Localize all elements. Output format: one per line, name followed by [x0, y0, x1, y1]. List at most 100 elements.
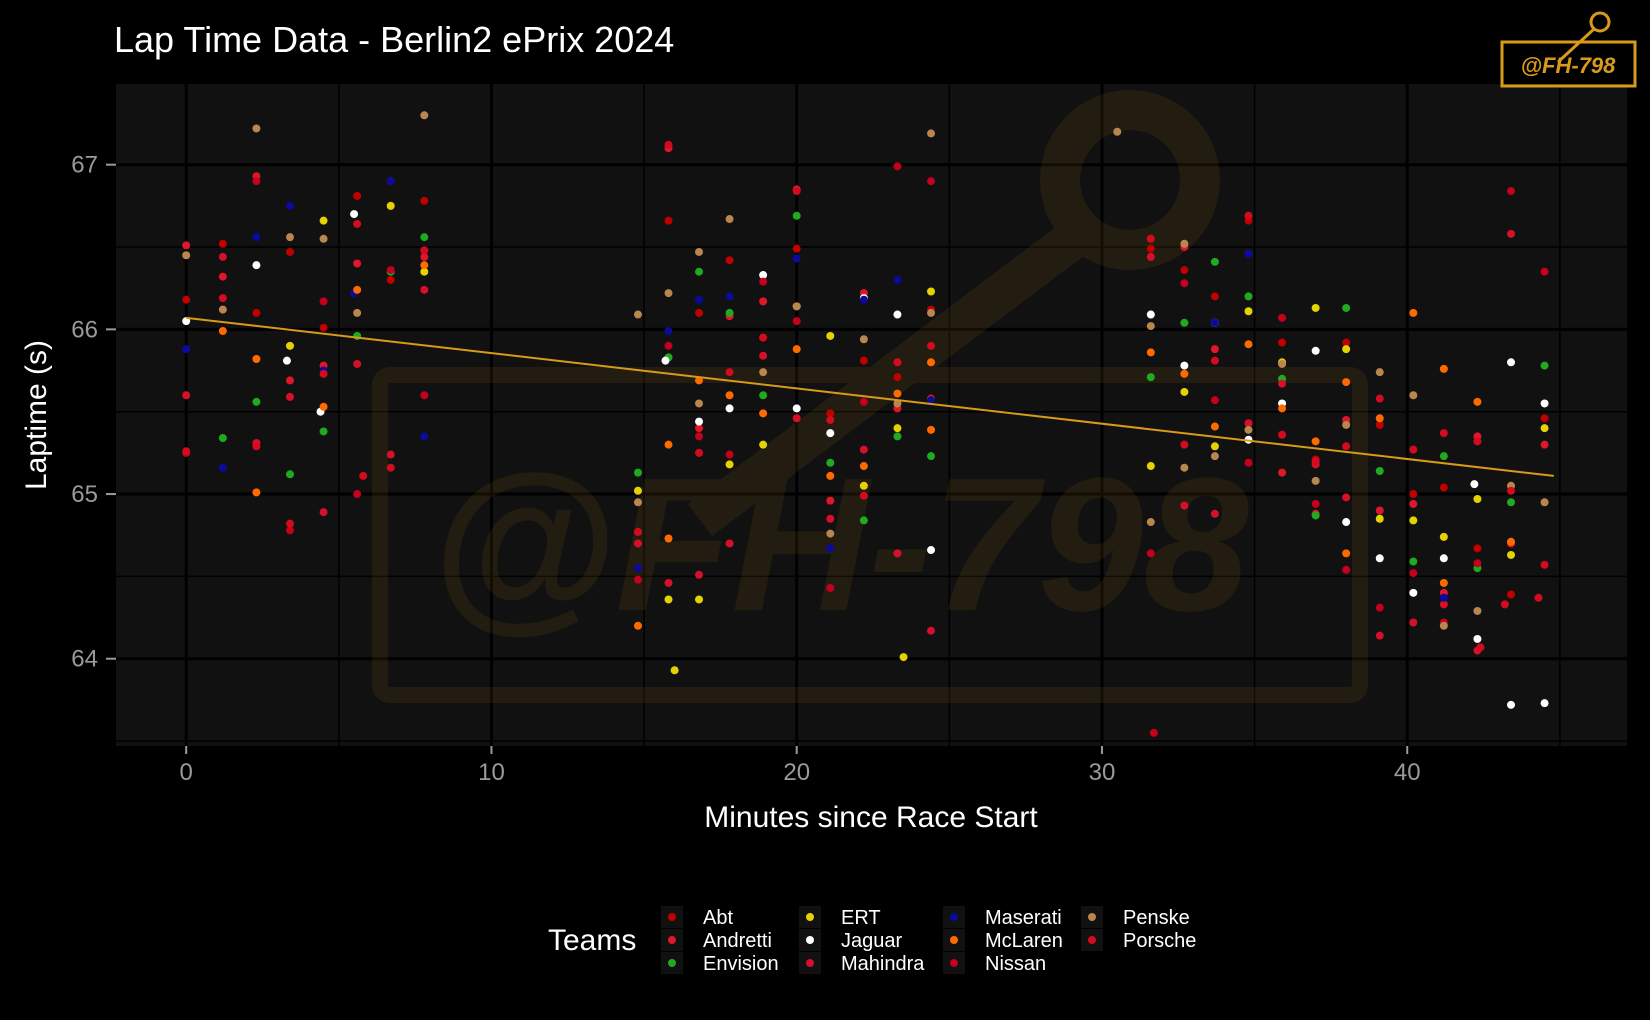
data-point-penske [1540, 498, 1549, 507]
data-point-envision [1311, 511, 1320, 520]
data-point-penske [826, 529, 835, 538]
data-point-abt [386, 275, 395, 284]
legend-item-penske: Penske [1081, 906, 1190, 929]
data-point-andretti [1210, 345, 1219, 354]
data-point-ert [1210, 442, 1219, 451]
legend-label: McLaren [985, 930, 1063, 952]
data-point-mclaren [1409, 308, 1418, 317]
data-point-porsche [1146, 234, 1155, 243]
data-point-mclaren [927, 425, 936, 434]
data-points [182, 111, 1549, 737]
data-point-envision [420, 233, 429, 242]
data-point-porsche [1534, 593, 1543, 602]
data-point-penske [1278, 359, 1287, 368]
legend-item-mclaren: McLaren [943, 929, 1063, 952]
data-point-ert [927, 287, 936, 296]
data-point-mclaren [1146, 348, 1155, 357]
data-point-mahindra [826, 514, 835, 523]
data-point-andretti [1540, 440, 1549, 449]
data-point-ert [1375, 514, 1384, 523]
legend-label: Andretti [703, 930, 772, 952]
data-point-envision [826, 458, 835, 467]
data-point-abt [1473, 544, 1482, 553]
data-point-maserati [1244, 249, 1253, 258]
data-point-mclaren [1375, 414, 1384, 423]
data-point-nissan [725, 450, 734, 459]
data-point-mahindra [725, 539, 734, 548]
data-point-mclaren [1342, 549, 1351, 558]
trend-line [186, 316, 1554, 477]
data-point-jaguar [661, 356, 670, 365]
data-point-andretti [759, 297, 768, 306]
logo-text: @FH-798 [1521, 53, 1617, 78]
data-point-nissan [1311, 499, 1320, 508]
data-point-ert [1342, 345, 1351, 354]
data-point-envision [1439, 452, 1448, 461]
data-point-porsche [359, 471, 368, 480]
data-point-penske [285, 233, 294, 242]
data-point-penske [695, 399, 704, 408]
data-point-jaguar [1470, 480, 1479, 489]
data-point-ert [1540, 424, 1549, 433]
legend-item-porsche: Porsche [1081, 929, 1196, 952]
data-point-maserati [252, 233, 261, 242]
data-point-andretti [826, 496, 835, 505]
legend-label: Nissan [985, 953, 1046, 975]
data-point-abt [695, 308, 704, 317]
data-point-porsche [664, 140, 673, 149]
data-point-nissan [1244, 458, 1253, 467]
data-point-jaguar [1473, 634, 1482, 643]
data-point-abt [1507, 590, 1516, 599]
y-tick-label: 67 [71, 152, 98, 179]
legend-label: Jaguar [841, 930, 902, 952]
data-point-mahindra [1244, 419, 1253, 428]
data-point-penske [664, 289, 673, 298]
data-point-ert [1311, 303, 1320, 312]
data-point-andretti [420, 252, 429, 261]
data-point-penske [725, 215, 734, 224]
data-point-porsche [1500, 600, 1509, 609]
data-point-ert [633, 486, 642, 495]
data-point-nissan [1278, 313, 1287, 322]
data-point-penske [927, 129, 936, 138]
data-point-abt [1210, 292, 1219, 301]
data-point-mahindra [218, 252, 227, 261]
data-point-maserati [792, 254, 801, 263]
data-point-porsche [725, 368, 734, 377]
x-tick-label: 0 [180, 759, 193, 786]
data-point-envision [695, 267, 704, 276]
data-point-jaguar [1540, 699, 1549, 708]
data-point-mahindra [1342, 493, 1351, 502]
data-point-penske [927, 308, 936, 317]
data-point-penske [420, 111, 429, 120]
data-point-mahindra [1146, 252, 1155, 261]
data-point-abt [859, 356, 868, 365]
data-point-jaguar [759, 271, 768, 280]
data-point-mahindra [1180, 501, 1189, 510]
data-point-mahindra [1439, 600, 1448, 609]
legend-item-mahindra: Mahindra [799, 952, 925, 975]
data-point-penske [182, 251, 191, 260]
data-point-nissan [859, 397, 868, 406]
legend-item-abt: Abt [661, 906, 733, 929]
data-point-jaguar [182, 317, 191, 326]
data-point-ert [859, 481, 868, 490]
data-point-maserati [859, 295, 868, 304]
data-point-mahindra [353, 359, 362, 368]
data-point-envision [1342, 303, 1351, 312]
data-point-andretti [695, 424, 704, 433]
data-point-mclaren [664, 440, 673, 449]
y-tick-label: 65 [71, 481, 98, 508]
legend-key-dot [950, 913, 958, 921]
data-point-mahindra [893, 549, 902, 558]
data-point-nissan [1409, 569, 1418, 578]
data-point-envision [792, 211, 801, 220]
data-point-mclaren [1507, 537, 1516, 546]
data-point-nissan [1540, 267, 1549, 276]
data-point-penske [1375, 368, 1384, 377]
data-point-mclaren [1180, 369, 1189, 378]
data-point-mahindra [792, 414, 801, 423]
data-point-ert [1244, 307, 1253, 316]
data-point-maserati [695, 295, 704, 304]
